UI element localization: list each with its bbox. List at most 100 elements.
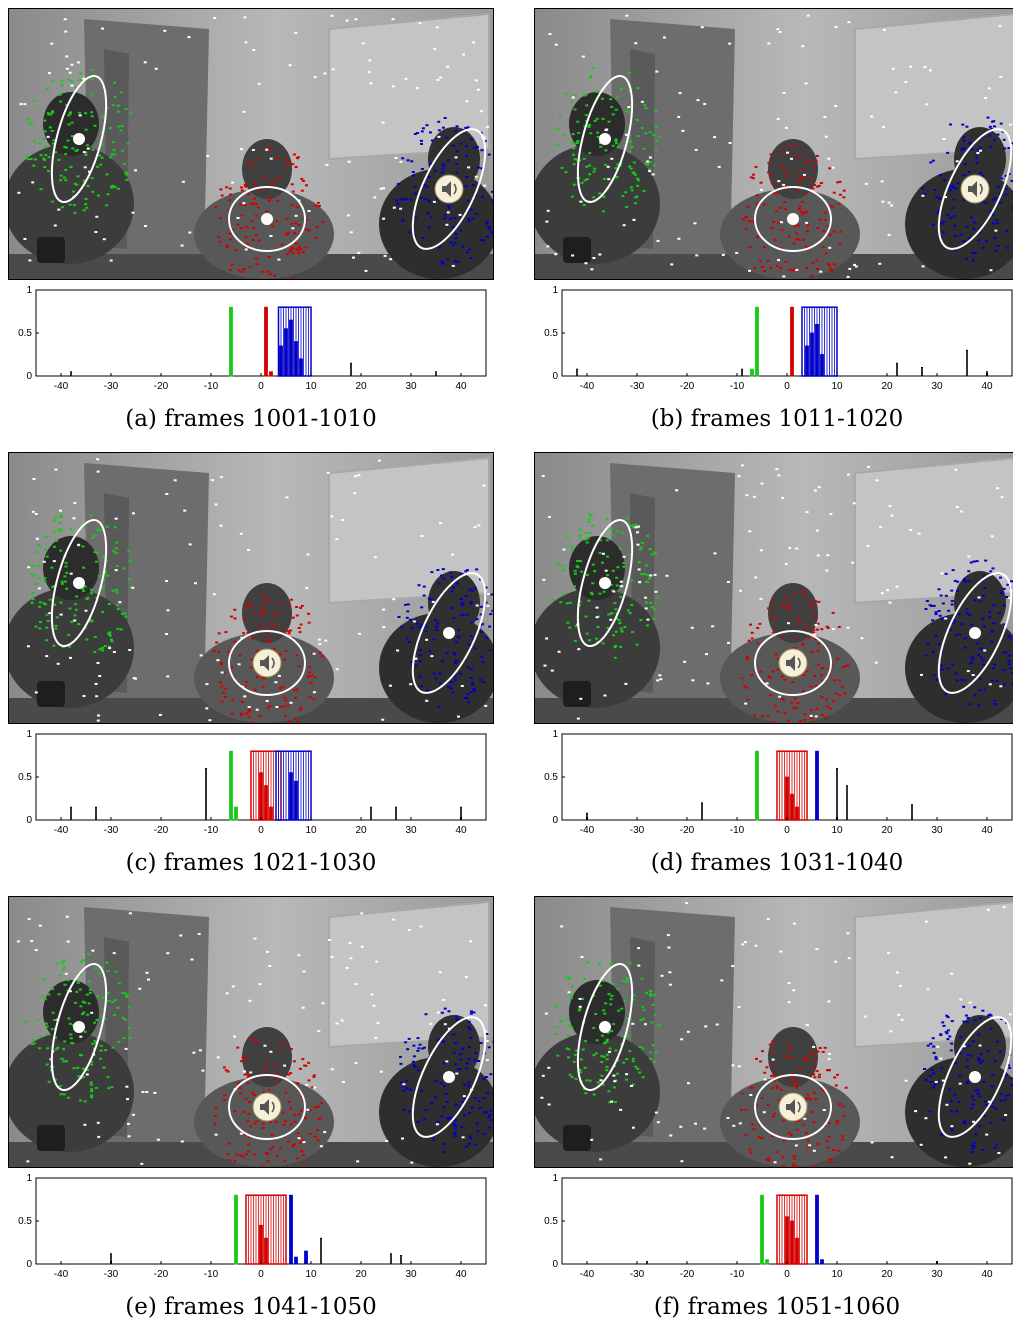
y-tick-label: 0 bbox=[26, 815, 32, 826]
histogram-bar bbox=[305, 1251, 308, 1264]
histogram-bar bbox=[821, 355, 824, 377]
x-tick-label: 40 bbox=[455, 825, 467, 836]
x-tick-label: -20 bbox=[680, 825, 695, 836]
x-tick-label: 20 bbox=[881, 381, 893, 392]
x-tick-label: 20 bbox=[355, 381, 367, 392]
x-tick-label: -20 bbox=[154, 1269, 169, 1280]
panel-caption: (e) frames 1041-1050 bbox=[8, 1294, 494, 1320]
histogram-bar bbox=[741, 369, 742, 376]
histogram-bar bbox=[821, 1260, 824, 1264]
y-tick-label: 0.5 bbox=[544, 1216, 558, 1227]
histogram-bar bbox=[235, 1195, 238, 1264]
histogram-bar bbox=[435, 372, 436, 376]
histogram-bar bbox=[285, 329, 288, 376]
y-tick-label: 1 bbox=[26, 729, 32, 740]
histogram-bar bbox=[836, 768, 837, 820]
histogram-bar bbox=[756, 751, 759, 820]
x-tick-label: 0 bbox=[784, 825, 790, 836]
histogram-bar bbox=[290, 320, 293, 376]
y-tick-label: 0 bbox=[552, 815, 558, 826]
x-tick-label: -20 bbox=[154, 381, 169, 392]
histogram-bar bbox=[270, 372, 273, 376]
video-frame-image bbox=[535, 9, 1013, 280]
y-tick-label: 0.5 bbox=[18, 328, 32, 339]
y-tick-label: 1 bbox=[26, 1173, 32, 1184]
histogram-bar bbox=[701, 803, 702, 820]
histogram-bar bbox=[370, 807, 371, 820]
video-frame bbox=[534, 8, 1013, 280]
x-tick-label: -30 bbox=[104, 825, 119, 836]
histogram-bar bbox=[295, 781, 298, 820]
histogram-bar bbox=[756, 307, 759, 376]
histogram-bar bbox=[791, 1221, 794, 1264]
x-tick-label: 20 bbox=[881, 1269, 893, 1280]
x-tick-label: 30 bbox=[931, 381, 943, 392]
x-tick-label: 0 bbox=[784, 381, 790, 392]
y-tick-label: 0.5 bbox=[18, 772, 32, 783]
x-tick-label: -30 bbox=[630, 1269, 645, 1280]
y-tick-label: 0 bbox=[552, 371, 558, 382]
y-tick-label: 1 bbox=[552, 1173, 558, 1184]
x-tick-label: 10 bbox=[305, 381, 317, 392]
histogram-bar bbox=[260, 1225, 263, 1264]
histogram-bar bbox=[796, 1238, 799, 1264]
x-tick-label: 40 bbox=[981, 1269, 993, 1280]
video-frame bbox=[8, 452, 494, 724]
histogram-bar bbox=[816, 751, 819, 820]
x-tick-label: 10 bbox=[831, 1269, 843, 1280]
histogram-bar bbox=[295, 1257, 298, 1264]
histogram-bar bbox=[390, 1254, 391, 1264]
y-tick-label: 0.5 bbox=[544, 328, 558, 339]
x-tick-label: -40 bbox=[54, 381, 69, 392]
histogram-bar bbox=[230, 751, 233, 820]
x-tick-label: 30 bbox=[405, 825, 417, 836]
y-tick-label: 0.5 bbox=[18, 1216, 32, 1227]
histogram-bar bbox=[395, 807, 396, 820]
x-tick-label: -10 bbox=[204, 381, 219, 392]
histogram-bar bbox=[320, 1238, 321, 1264]
x-tick-label: 30 bbox=[931, 825, 943, 836]
panel-caption: (c) frames 1021-1030 bbox=[8, 850, 494, 876]
histogram-bar bbox=[786, 1217, 789, 1264]
histogram-bar bbox=[791, 794, 794, 820]
x-tick-label: -10 bbox=[204, 825, 219, 836]
y-tick-label: 1 bbox=[26, 285, 32, 296]
x-tick-label: -40 bbox=[54, 825, 69, 836]
video-frame-image bbox=[9, 9, 494, 280]
speaker-icon bbox=[961, 175, 989, 203]
x-tick-label: -30 bbox=[630, 825, 645, 836]
histogram-bar bbox=[300, 359, 303, 376]
x-tick-label: 40 bbox=[981, 825, 993, 836]
histogram-bar bbox=[270, 807, 273, 820]
histogram-bar bbox=[235, 807, 238, 820]
y-tick-label: 0.5 bbox=[544, 772, 558, 783]
histogram-bar bbox=[896, 363, 897, 376]
speaker-icon bbox=[435, 175, 463, 203]
y-tick-label: 1 bbox=[552, 729, 558, 740]
histogram-bar bbox=[911, 805, 912, 820]
histogram-bar bbox=[290, 1195, 293, 1264]
x-tick-label: -40 bbox=[580, 1269, 595, 1280]
histogram-bar bbox=[70, 807, 71, 820]
x-tick-label: 10 bbox=[305, 1269, 317, 1280]
histogram-bar bbox=[70, 372, 71, 376]
video-frame bbox=[8, 896, 494, 1168]
histogram-bar bbox=[280, 346, 283, 376]
histogram-bar bbox=[400, 1255, 401, 1264]
histogram-bar bbox=[295, 342, 298, 376]
speaker-icon bbox=[779, 1093, 807, 1121]
histogram-bar bbox=[576, 369, 577, 376]
x-tick-label: -20 bbox=[680, 1269, 695, 1280]
histogram-bar bbox=[230, 307, 233, 376]
x-tick-label: 0 bbox=[258, 381, 264, 392]
x-tick-label: 40 bbox=[455, 381, 467, 392]
x-tick-label: -10 bbox=[730, 381, 745, 392]
x-tick-label: 40 bbox=[981, 381, 993, 392]
